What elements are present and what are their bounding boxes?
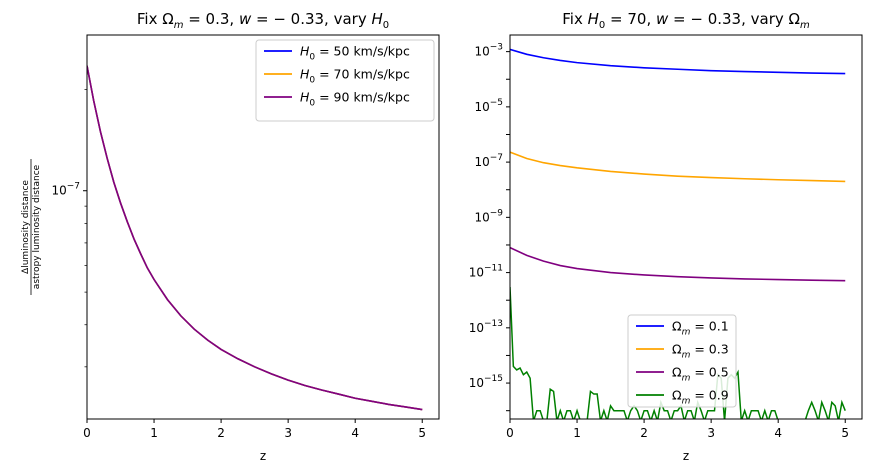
left-x-label: z xyxy=(260,449,266,463)
left-axes-frame xyxy=(86,34,440,420)
right-series-line-noisy xyxy=(510,286,846,419)
right-axes-frame xyxy=(509,34,863,420)
left-x-tick-label: 5 xyxy=(418,426,426,440)
left-x-ticks: 0 1 2 3 4 5 xyxy=(83,419,426,440)
right-x-tick-label: 5 xyxy=(841,426,849,440)
left-legend-label: H0 = 70 km/s/kpc xyxy=(300,67,410,86)
left-x-tick-label: 1 xyxy=(150,426,158,440)
right-legend-label: Ωm = 0.5 xyxy=(672,365,729,384)
left-y-label-denominator: astropy luminosity distance xyxy=(32,164,42,289)
left-y-label-numerator: Δluminosity distance xyxy=(21,180,31,274)
right-y-ticks: 10−3 10−5 10−7 10−9 10−11 10−13 10−15 xyxy=(469,43,510,412)
left-y-label: Δluminosity distance astropy luminosity … xyxy=(21,159,42,295)
left-x-tick-label: 2 xyxy=(217,426,225,440)
right-series-line-2 xyxy=(510,246,846,282)
left-plot-area xyxy=(87,65,423,411)
right-y-tick-label: 10−5 xyxy=(474,98,503,114)
left-panel: Fix Ωm = 0.3, w = − 0.33, vary H0 0 1 2 3 4 5… xyxy=(21,10,440,463)
right-x-ticks: 0 1 2 3 4 5 xyxy=(506,419,849,440)
right-x-tick-label: 0 xyxy=(506,426,514,440)
right-x-tick-label: 1 xyxy=(573,426,581,440)
left-legend: H0 = 50 km/s/kpc H0 = 70 km/s/kpc H0 = 90 … xyxy=(255,39,435,122)
right-legend-box xyxy=(627,314,737,408)
right-y-tick-label: 10−15 xyxy=(469,374,503,390)
right-y-tick-label: 10−7 xyxy=(474,153,503,169)
right-legend: Ωm = 0.1 Ωm = 0.3 Ωm = 0.5 Ωm = 0.9 xyxy=(627,314,737,408)
right-title: Fix H0 = 70, w = − 0.33, vary Ωm xyxy=(562,10,810,31)
left-series-line-2 xyxy=(87,65,423,411)
right-series-line-0 xyxy=(510,48,846,75)
right-series-line-1 xyxy=(510,151,846,183)
right-legend-label: Ωm = 0.1 xyxy=(672,319,729,338)
left-legend-box xyxy=(255,39,435,122)
right-legend-label: Ωm = 0.9 xyxy=(672,388,729,407)
right-y-tick-label: 10−9 xyxy=(474,208,503,224)
left-x-tick-label: 4 xyxy=(351,426,359,440)
right-x-tick-label: 4 xyxy=(774,426,782,440)
right-y-tick-label: 10−3 xyxy=(474,43,503,59)
right-plot-area xyxy=(510,48,846,419)
left-title: Fix Ωm = 0.3, w = − 0.33, vary H0 xyxy=(137,10,389,31)
left-x-tick-label: 0 xyxy=(83,426,91,440)
right-y-tick-label: 10−11 xyxy=(469,264,503,280)
right-x-label: z xyxy=(683,449,689,463)
left-legend-label: H0 = 90 km/s/kpc xyxy=(300,90,410,109)
right-legend-label: Ωm = 0.3 xyxy=(672,342,729,361)
left-legend-label: H0 = 50 km/s/kpc xyxy=(300,44,410,63)
right-x-tick-label: 2 xyxy=(640,426,648,440)
left-y-ticks: 10−7 xyxy=(51,88,87,368)
left-x-tick-label: 3 xyxy=(284,426,292,440)
right-x-tick-label: 3 xyxy=(707,426,715,440)
left-y-tick-label: 10−7 xyxy=(51,182,80,198)
right-y-tick-label: 10−13 xyxy=(469,319,503,335)
